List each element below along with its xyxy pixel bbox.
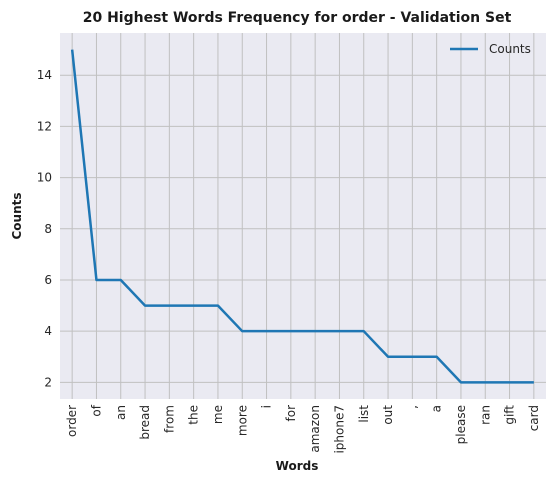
x-tick-label: ran	[478, 405, 492, 425]
y-tick-label: 12	[37, 119, 52, 133]
x-tick-label: the	[187, 405, 201, 425]
y-tick-label: 2	[44, 375, 52, 389]
x-tick-label: card	[527, 405, 541, 431]
x-tick-label: please	[454, 405, 468, 444]
x-tick-label: list	[357, 405, 371, 423]
x-tick-label: from	[162, 405, 176, 433]
x-tick-label: order	[65, 405, 79, 437]
x-tick-label: i	[260, 405, 274, 408]
y-axis-label: Counts	[10, 192, 24, 239]
x-tick-label: gift	[503, 405, 517, 425]
chart-title: 20 Highest Words Frequency for order - V…	[83, 10, 512, 26]
y-tick-label: 10	[37, 171, 52, 185]
y-tick-label: 6	[44, 273, 52, 287]
x-tick-label: iphone7	[332, 405, 346, 454]
x-tick-label: out	[381, 405, 395, 425]
x-tick-label: more	[235, 405, 249, 436]
x-tick-label: amazon	[308, 405, 322, 453]
y-tick-label: 8	[44, 222, 52, 236]
legend-label: Counts	[489, 42, 531, 56]
y-tick-label: 14	[37, 68, 52, 82]
x-tick-label: bread	[138, 405, 152, 440]
plot-area	[60, 33, 546, 399]
x-tick-label: an	[114, 405, 128, 420]
x-tick-label: of	[89, 404, 103, 416]
y-axis: 2 4 6 8 10 12 14	[37, 68, 52, 389]
x-tick-label: me	[211, 405, 225, 424]
x-tick-label: a	[430, 405, 444, 412]
x-axis-label: Words	[276, 459, 319, 473]
x-axis: order of an bread from the me more i for amazon iph…	[65, 404, 541, 453]
x-tick-label: for	[284, 405, 298, 422]
x-tick-label: ,	[405, 405, 419, 409]
y-tick-label: 4	[44, 324, 52, 338]
